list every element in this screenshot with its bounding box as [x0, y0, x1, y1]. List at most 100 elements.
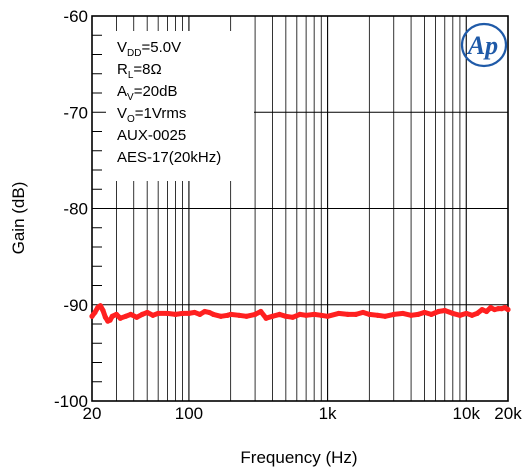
data-point — [206, 309, 212, 316]
y-tick-label: -90 — [63, 296, 88, 315]
data-point — [366, 311, 372, 317]
data-point — [89, 313, 95, 319]
data-point — [228, 311, 234, 317]
data-point — [100, 307, 106, 314]
annotation-box — [106, 31, 254, 181]
data-point — [353, 311, 359, 317]
data-point — [324, 313, 331, 319]
x-tick-label: 20k — [494, 404, 522, 423]
data-point — [474, 310, 480, 317]
annotation-block: VDD=5.0V RL=8Ω AV=20dB VO=1Vrms AUX-0025 AES-… — [117, 39, 221, 166]
data-point — [123, 313, 129, 319]
data-point — [210, 311, 216, 317]
data-point — [290, 314, 296, 320]
data-point — [505, 306, 511, 313]
data-point — [243, 313, 250, 319]
data-point — [408, 312, 414, 318]
annotation-text: AUX-0025 — [117, 127, 186, 144]
y-tick-label: -100 — [54, 392, 88, 411]
data-point — [92, 309, 98, 316]
data-point — [345, 311, 351, 317]
annotation-text: =5.0V — [141, 39, 181, 56]
y-tick-label: -80 — [63, 200, 88, 219]
x-tick-label: 10k — [453, 404, 481, 423]
data-point — [269, 313, 276, 319]
annotation-text: R — [117, 61, 128, 78]
data-point — [360, 309, 366, 316]
data-point — [276, 311, 283, 317]
data-point — [488, 305, 494, 311]
data-point — [128, 311, 134, 317]
x-tick-label: 100 — [175, 404, 203, 423]
data-point — [113, 311, 120, 317]
data-point — [164, 310, 171, 317]
y-axis-title: Gain (dB) — [9, 182, 28, 255]
x-axis-title: Frequency (Hz) — [240, 448, 357, 467]
data-point — [236, 312, 242, 318]
data-point — [263, 315, 269, 321]
x-tick-label: 1k — [319, 404, 337, 423]
data-point — [192, 309, 198, 316]
annotation-text: V — [127, 92, 134, 103]
data-point — [186, 310, 192, 317]
annotation-text: =20dB — [134, 83, 178, 100]
logo-text: Ap — [466, 31, 498, 60]
data-point — [318, 312, 324, 318]
y-tick-labels: -60 -70 -80 -90 -100 — [54, 7, 88, 411]
data-point — [134, 314, 140, 320]
data-point — [421, 309, 428, 316]
data-point — [428, 311, 434, 317]
data-point — [382, 313, 388, 319]
data-point — [179, 310, 186, 317]
data-point — [117, 315, 123, 321]
data-point — [483, 308, 490, 315]
annotation-text: V — [117, 39, 127, 56]
annotation-text: =1Vrms — [135, 105, 187, 122]
data-point — [415, 311, 421, 317]
series-layer — [89, 303, 511, 324]
data-point — [283, 313, 289, 319]
data-point — [97, 303, 104, 309]
data-point — [218, 313, 224, 319]
data-point — [172, 311, 179, 317]
data-point — [479, 306, 485, 313]
x-tick-labels: 20 100 1k 10k 20k — [83, 404, 523, 423]
data-point — [258, 308, 264, 315]
x-tick-label: 20 — [83, 404, 102, 423]
plot-frame — [91, 15, 509, 402]
data-point — [139, 311, 145, 317]
logo-ring — [460, 22, 508, 68]
annotation-text: O — [127, 114, 135, 125]
data-point — [450, 310, 456, 317]
data-point — [107, 317, 113, 323]
annotation-text: A — [117, 83, 127, 100]
data-point — [311, 311, 317, 317]
ap-logo: Ap — [460, 22, 508, 68]
data-point — [109, 313, 115, 319]
data-point — [435, 308, 442, 315]
annotation-text: L — [128, 70, 134, 81]
y-tick-label: -60 — [63, 7, 88, 26]
annotation-text: =8Ω — [133, 61, 161, 78]
data-point — [144, 309, 150, 316]
y-tick-label: -70 — [63, 103, 88, 122]
data-point — [303, 312, 309, 318]
data-point — [297, 311, 303, 317]
data-point — [335, 310, 342, 317]
annotation-text: V — [117, 105, 127, 122]
data-point — [102, 314, 109, 320]
data-point — [252, 311, 258, 317]
data-point — [375, 312, 381, 318]
data-point — [197, 311, 203, 317]
annotation-text: DD — [127, 48, 141, 59]
data-point — [391, 311, 397, 317]
data-point — [463, 310, 469, 317]
data-point — [442, 307, 448, 314]
annotation-text: AES-17(20kHz) — [117, 149, 221, 166]
data-point — [457, 312, 463, 318]
data-point — [155, 310, 161, 317]
data-point — [150, 312, 156, 318]
data-point — [202, 308, 208, 315]
data-point — [469, 312, 475, 318]
